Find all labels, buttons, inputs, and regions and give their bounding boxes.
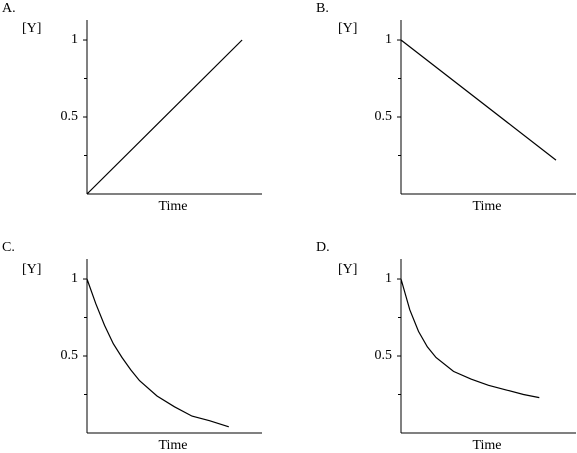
y-axis-label: [Y] <box>338 21 357 36</box>
y-tick-label: 1 <box>385 271 392 286</box>
y-tick-label: 1 <box>71 271 78 286</box>
panel-label: D. <box>316 240 330 255</box>
x-axis-label: Time <box>158 438 187 453</box>
data-line <box>86 278 229 428</box>
x-axis-label: Time <box>472 438 501 453</box>
y-tick-label: 0.5 <box>61 109 79 124</box>
data-line <box>86 39 243 195</box>
panel-label: A. <box>2 1 16 16</box>
data-line <box>400 278 540 399</box>
y-tick-label: 0.5 <box>375 348 393 363</box>
y-axis-label: [Y] <box>338 262 357 277</box>
y-tick-label: 0.5 <box>375 109 393 124</box>
panel-label: B. <box>316 1 329 16</box>
data-line <box>400 39 557 161</box>
x-axis-label: Time <box>158 199 187 214</box>
y-tick-label: 1 <box>71 32 78 47</box>
x-axis-label: Time <box>472 199 501 214</box>
panel-label: C. <box>2 240 15 255</box>
y-axis-label: [Y] <box>22 21 41 36</box>
y-tick-label: 1 <box>385 32 392 47</box>
y-tick-label: 0.5 <box>61 348 79 363</box>
y-axis-label: [Y] <box>22 262 41 277</box>
